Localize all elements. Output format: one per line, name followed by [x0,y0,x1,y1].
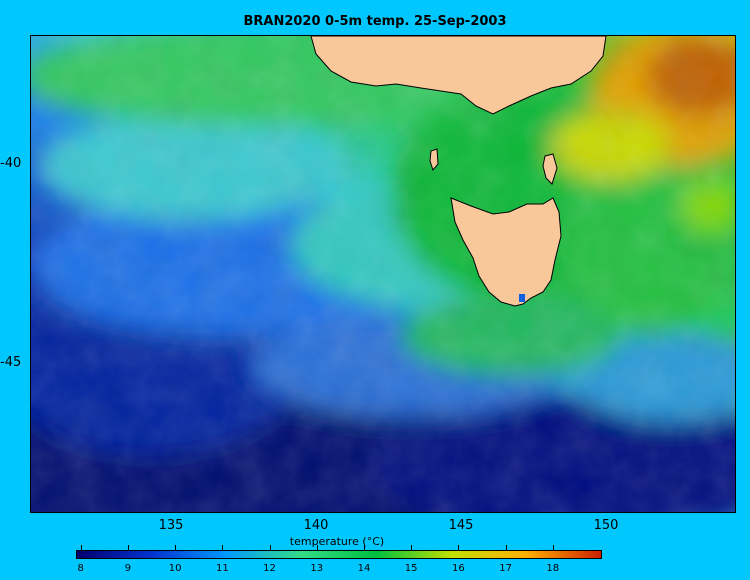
tasmania [450,197,562,307]
colorbar-tick-label: 18 [546,563,560,574]
colorbar-tick-mark [363,545,365,550]
colorbar-tick-mark [505,545,507,550]
lat-tick-minus-40: -40 [0,156,22,171]
lon-tick-150: 150 [593,518,619,533]
king-island [429,148,439,172]
colorbar-tick-label: 8 [77,563,84,574]
tasmania-south-cove [519,294,525,302]
flinders-island [542,153,558,185]
colorbar-tick-label: 14 [357,563,371,574]
colorbar-tick-label: 16 [452,563,465,574]
colorbar-tick-label: 11 [215,563,229,574]
colorbar-tick-mark [175,545,177,550]
colorbar-tick-mark [222,545,224,550]
colorbar-tick-mark [552,545,554,550]
lon-tick-135: 135 [158,518,184,533]
lat-tick-minus-45: -45 [0,355,22,370]
australia-mainland [310,36,607,115]
colorbar-tick-label: 13 [310,563,324,574]
sea-temperature-map [30,35,736,513]
colorbar-label: temperature (°C) [289,535,385,548]
colorbar-tick-label: 9 [124,563,132,574]
colorbar-tick-label: 17 [499,563,512,574]
colorbar-tick-mark [316,545,318,550]
colorbar [76,550,602,559]
map-title: BRAN2020 0-5m temp. 25-Sep-2003 [243,14,507,29]
colorbar-tick-label: 10 [168,563,182,574]
colorbar-tick-mark [127,545,129,550]
lon-tick-145: 145 [448,518,474,533]
colorbar-tick-mark [269,545,271,550]
colorbar-tick-label: 12 [263,563,276,574]
colorbar-tick-mark [458,545,460,550]
colorbar-tick-mark [80,545,82,550]
colorbar-tick-label: 15 [404,563,418,574]
colorbar-tick-mark [411,545,413,550]
lon-tick-140: 140 [303,518,329,533]
